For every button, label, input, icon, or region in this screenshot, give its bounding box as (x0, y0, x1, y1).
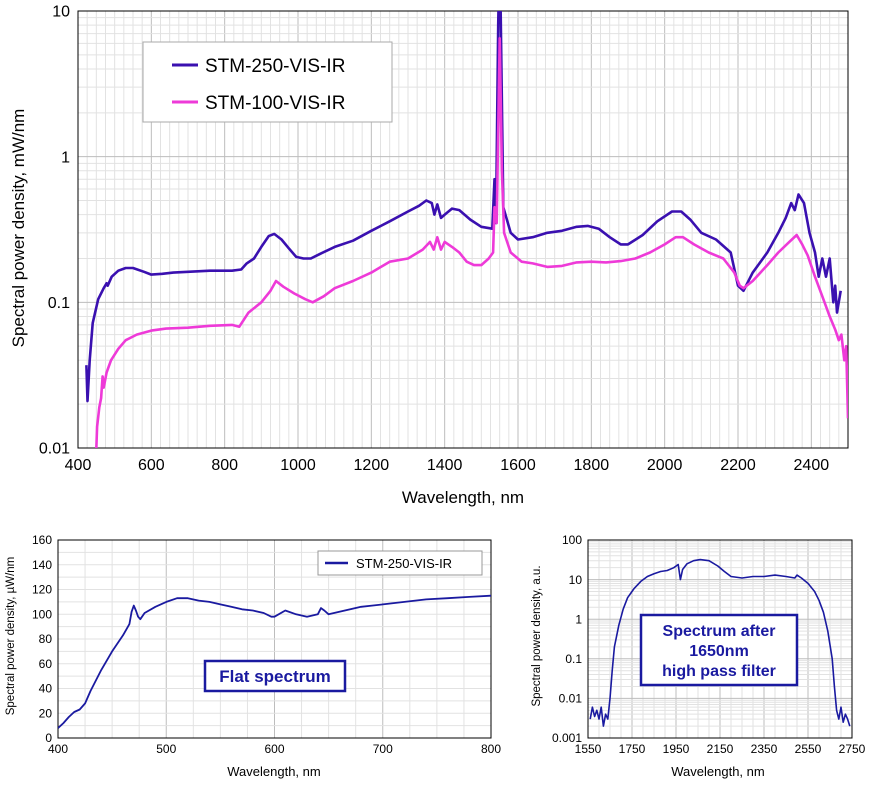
y-tick-label: 0.001 (552, 731, 582, 745)
y-tick-label: 80 (39, 632, 53, 646)
x-tick-label: 600 (264, 742, 284, 756)
high-pass-chart: 1550 1750 1950 2150 2350 2550 2750 0.001 0.01 0.1… (531, 533, 866, 779)
x-tick-label: 2350 (751, 742, 778, 756)
legend-label-stm-250: STM-250-VIS-IR (205, 56, 345, 77)
x-tick-label: 800 (481, 742, 501, 756)
y-tick-label: 0.1 (565, 652, 582, 666)
x-tick-label: 1750 (619, 742, 646, 756)
y-tick-label: 60 (39, 657, 53, 671)
series-line-stm-250-vis-ir (85, 11, 842, 403)
y-tick-label: 1 (575, 612, 582, 626)
series-line-stm-100-vis-ir (95, 36, 848, 448)
x-tick-label: 2550 (795, 742, 822, 756)
y-tick-label: 40 (39, 682, 53, 696)
high-pass-ticks: 1550 1750 1950 2150 2350 2550 2750 0.001 0.01 0.1… (552, 533, 866, 756)
x-tick-label: 600 (138, 457, 165, 474)
high-pass-annotation-box (639, 613, 799, 687)
flat-spectrum-annotation: Flat spectrum (219, 667, 330, 686)
main-legend-box (142, 41, 393, 123)
y-tick-label: 0.1 (48, 295, 70, 312)
x-tick-label: 1400 (427, 457, 463, 474)
y-tick-label: 120 (32, 583, 52, 597)
x-tick-label: 2750 (839, 742, 866, 756)
y-tick-label: 1 (61, 149, 70, 166)
x-tick-label: 400 (48, 742, 68, 756)
x-tick-label: 1200 (354, 457, 390, 474)
x-tick-label: 1800 (574, 457, 610, 474)
flat-spectrum-legend: STM-250-VIS-IR (317, 550, 483, 576)
high-pass-series (589, 558, 851, 727)
y-tick-label: 0.01 (559, 692, 583, 706)
y-tick-label: 160 (32, 533, 52, 547)
flat-spectrum-annotation-box (203, 659, 347, 693)
y-tick-label: 10 (569, 573, 583, 587)
y-tick-label: 0 (45, 731, 52, 745)
x-tick-label: 2000 (647, 457, 683, 474)
x-tick-label: 2150 (707, 742, 734, 756)
legend-label-flat-stm-250: STM-250-VIS-IR (356, 556, 452, 571)
flat-spectrum-xlabel: Wavelength, nm (227, 764, 320, 779)
y-tick-label: 140 (32, 558, 52, 572)
x-tick-label: 1550 (575, 742, 602, 756)
high-pass-ylabel: Spectral power density, a.u. (531, 565, 543, 706)
flat-spectrum-ylabel: Spectral power density, µW/nm (5, 557, 17, 716)
y-tick-label: 100 (562, 533, 582, 547)
high-pass-grid (587, 540, 853, 739)
legend-label-stm-100: STM-100-VIS-IR (205, 93, 345, 114)
x-tick-label: 1950 (663, 742, 690, 756)
x-tick-label: 2400 (794, 457, 830, 474)
x-tick-label: 1600 (500, 457, 536, 474)
y-tick-label: 0.01 (39, 441, 70, 458)
main-chart-ticks: 400 600 800 1000 1200 1400 1600 1800 2000 2200 240… (39, 4, 829, 474)
y-tick-label: 20 (39, 706, 53, 720)
series-line-spectrum (589, 558, 851, 727)
flat-spectrum-series (58, 594, 491, 729)
y-tick-label: 10 (52, 4, 70, 21)
x-tick-label: 500 (156, 742, 176, 756)
flat-spectrum-chart: 400 500 600 700 800 0 20 40 60 80 100 120 140 160 Wav… (5, 533, 501, 779)
x-tick-label: 400 (65, 457, 92, 474)
series-line-stm-250-vis-ir (58, 594, 491, 729)
main-chart-xlabel: Wavelength, nm (402, 488, 524, 507)
main-chart-series (85, 11, 848, 448)
x-tick-label: 1000 (280, 457, 316, 474)
main-chart-legend: STM-250-VIS-IR STM-100-VIS-IR (142, 41, 393, 123)
flat-spectrum-frame (57, 539, 492, 739)
main-chart-ylabel: Spectral power density, mW/nm (9, 109, 28, 348)
high-pass-frame (587, 539, 853, 739)
main-chart-frame (77, 10, 849, 449)
high-pass-annotation: Spectrum after 1650nm high pass filter (662, 623, 776, 680)
x-tick-label: 800 (211, 457, 238, 474)
y-tick-label: 100 (32, 607, 52, 621)
flat-spectrum-ticks: 400 500 600 700 800 0 20 40 60 80 100 120 140 160 (32, 533, 501, 756)
x-tick-label: 700 (373, 742, 393, 756)
main-chart: 400 600 800 1000 1200 1400 1600 1800 2000 2200 240… (9, 4, 849, 507)
high-pass-xlabel: Wavelength, nm (671, 764, 764, 779)
x-tick-label: 2200 (720, 457, 756, 474)
